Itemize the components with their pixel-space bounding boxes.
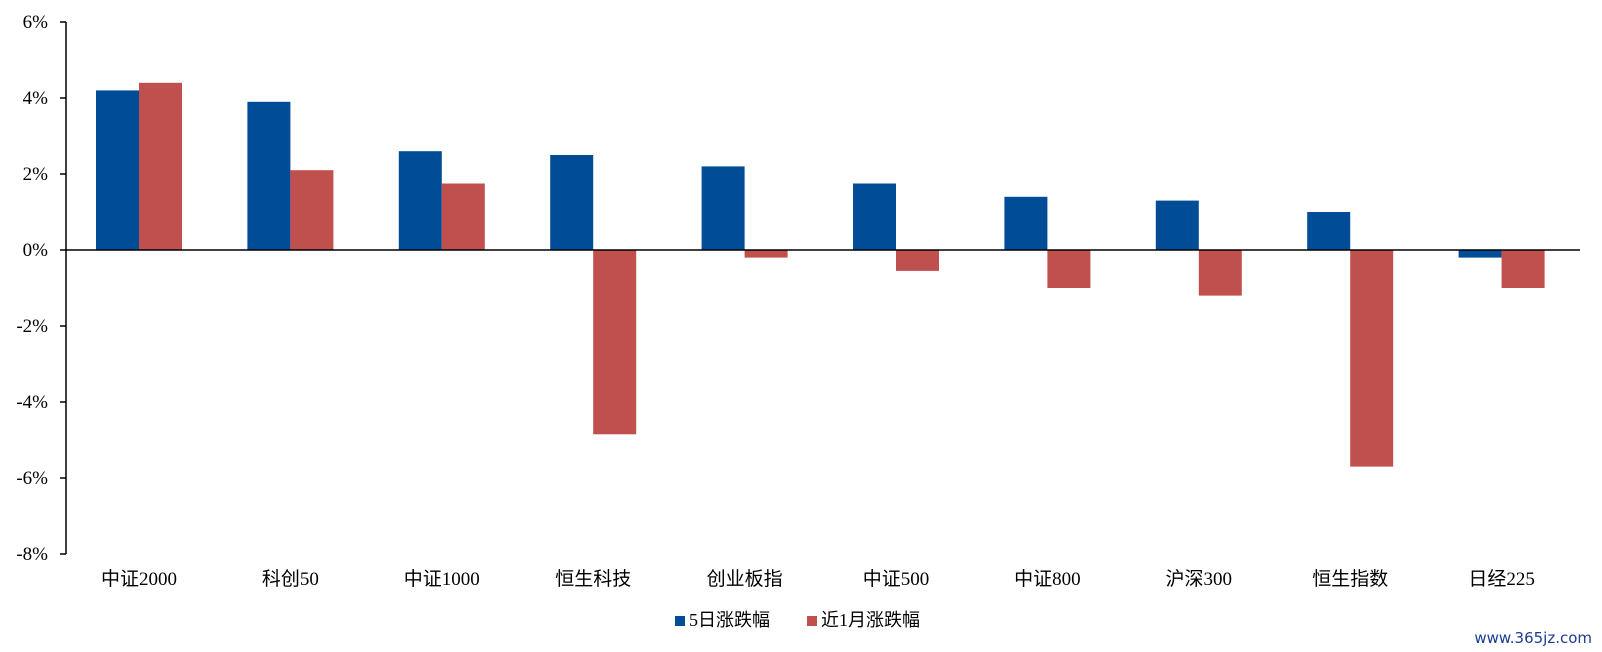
y-tick-label: 2% xyxy=(23,164,49,185)
y-tick-label: -2% xyxy=(16,316,48,337)
y-tick-label: 6% xyxy=(23,12,49,33)
bar-5d-8 xyxy=(1307,212,1351,250)
bar-1m-9 xyxy=(1501,250,1545,288)
y-tick-label: -8% xyxy=(16,544,48,565)
bar-1m-6 xyxy=(1047,250,1091,288)
x-category-label: 中证2000 xyxy=(101,568,177,590)
x-category-label: 恒生指数 xyxy=(1312,568,1388,590)
bar-1m-4 xyxy=(744,250,788,258)
x-category-label: 中证800 xyxy=(1014,568,1081,590)
y-tick-label: 4% xyxy=(23,88,49,109)
x-category-label: 中证1000 xyxy=(404,568,480,590)
legend-swatch xyxy=(807,616,817,626)
x-axis-labels: 中证2000 科创50 中证1000 恒生科技 创业板指 中证500 中证800 沪深300 恒… xyxy=(101,568,1535,590)
x-category-label: 科创50 xyxy=(262,568,319,590)
bar-5d-2 xyxy=(398,151,442,250)
bar-5d-1 xyxy=(247,101,291,250)
bar-5d-6 xyxy=(1004,196,1048,250)
x-category-label: 创业板指 xyxy=(707,568,783,590)
y-tick-label: -4% xyxy=(16,392,48,413)
bar-1m-8 xyxy=(1350,250,1394,467)
y-tick-label: -6% xyxy=(16,468,48,489)
bar-1m-7 xyxy=(1198,250,1242,296)
y-axis: 6% 4% 2% 0% -2% -4% -6% -8% xyxy=(16,12,67,565)
legend-label: 近1月涨跌幅 xyxy=(821,610,920,630)
bar-5d-3 xyxy=(550,155,594,250)
bar-1m-2 xyxy=(441,183,485,250)
legend-label: 5日涨跌幅 xyxy=(689,610,770,630)
bar-5d-9 xyxy=(1458,250,1502,258)
bar-1m-3 xyxy=(593,250,637,435)
bar-1m-5 xyxy=(896,250,939,271)
bar-1m-0 xyxy=(139,82,182,250)
bars-group xyxy=(96,82,1545,467)
x-category-label: 恒生科技 xyxy=(555,568,631,590)
bar-1m-1 xyxy=(290,170,334,250)
x-category-label: 日经225 xyxy=(1468,568,1535,590)
legend: 5日涨跌幅 近1月涨跌幅 xyxy=(675,610,920,630)
x-category-label: 沪深300 xyxy=(1166,568,1233,590)
legend-swatch xyxy=(675,616,685,626)
bar-5d-0 xyxy=(96,90,139,251)
bar-5d-5 xyxy=(853,183,896,250)
x-category-label: 中证500 xyxy=(863,568,930,590)
y-tick-label: 0% xyxy=(23,240,49,261)
bar-5d-4 xyxy=(701,166,745,250)
bar-5d-7 xyxy=(1155,200,1199,250)
watermark-text: www.365jz.com xyxy=(1474,629,1592,647)
